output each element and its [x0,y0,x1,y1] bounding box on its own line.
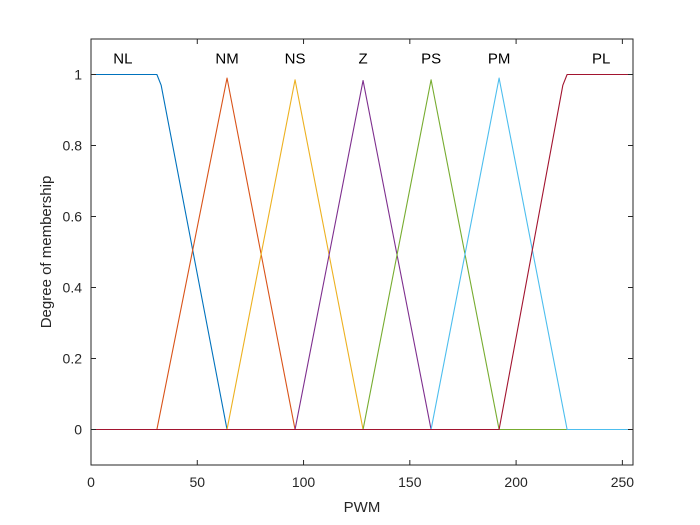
x-tick-label: 200 [504,474,528,490]
mf-label-pl: PL [592,51,610,68]
series-line-nl [91,73,228,430]
mf-label-nm: NM [215,51,238,68]
y-axis-title: Degree of membership [38,176,55,329]
x-tick-label: 50 [189,474,205,490]
plot-frame [90,38,634,466]
y-tick-label: 1 [74,67,82,83]
y-tick-label: 0.2 [63,351,83,367]
y-tick-label: 0.6 [63,209,83,225]
x-axis-title: PWM [344,499,381,516]
plot-area [91,39,633,465]
mf-label-pm: PM [488,51,511,68]
tick-layer: 0 50 100 150 200 250 0 0.2 0.4 0.6 0.8 1 [63,39,635,490]
mf-label-ns: NS [285,51,306,68]
x-tick-label: 0 [87,474,95,490]
mf-label-nl: NL [113,51,132,68]
series-line-pl [91,73,633,431]
x-tick-label: 150 [398,474,422,490]
series-layer [91,73,633,431]
y-tick-label: 0 [74,422,82,438]
x-tick-label: 100 [292,474,316,490]
mf-label-ps: PS [421,51,441,68]
mf-label-layer: NL NM NS Z PS PM PL [113,51,610,68]
mf-label-z: Z [358,51,367,68]
y-tick-label: 0.8 [63,138,83,154]
x-tick-label: 250 [611,474,635,490]
y-tick-label: 0.4 [63,280,83,296]
